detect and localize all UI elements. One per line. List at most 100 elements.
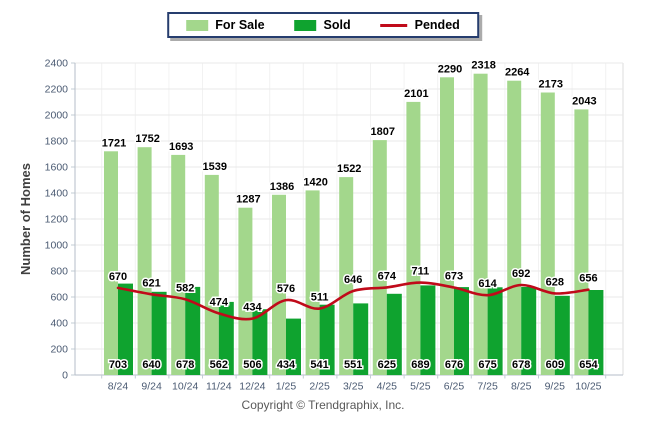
label-sold-4/25: 625 <box>378 359 396 371</box>
bar-for-sale-1/25 <box>272 194 286 375</box>
bar-sold-6/25 <box>454 287 469 375</box>
bar-sold-3/25 <box>353 303 369 375</box>
label-pended-8/24: 670 <box>109 271 127 283</box>
label-sold-11/24: 562 <box>210 359 228 371</box>
y-tick-label: 800 <box>50 266 68 278</box>
legend: For Sale Sold Pended <box>167 12 479 38</box>
label-for-sale-8/25: 2264 <box>505 67 530 79</box>
label-sold-6/25: 676 <box>445 359 463 371</box>
y-tick-label: 1400 <box>45 188 69 200</box>
y-tick-label: 600 <box>50 292 68 304</box>
x-tick-label-9/25: 9/25 <box>545 381 566 393</box>
legend-label-sold: Sold <box>323 18 351 32</box>
x-tick-label-8/25: 8/25 <box>511 381 532 393</box>
label-pended-3/25: 646 <box>344 274 362 286</box>
y-tick-label: 1200 <box>45 214 69 226</box>
label-pended-7/25: 614 <box>478 278 497 290</box>
bar-sold-10/24 <box>185 286 201 375</box>
label-for-sale-5/25: 2101 <box>404 88 428 100</box>
x-tick-label-4/25: 4/25 <box>377 381 398 393</box>
bar-sold-2/25 <box>319 304 335 375</box>
label-pended-1/25: 576 <box>277 283 295 295</box>
label-pended-4/25: 674 <box>378 270 397 282</box>
y-tick-label: 2000 <box>45 110 69 122</box>
label-sold-10/25: 654 <box>579 359 598 371</box>
y-tick-label: 200 <box>50 344 68 356</box>
bar-for-sale-9/25 <box>540 92 555 375</box>
label-for-sale-6/25: 2290 <box>438 63 462 75</box>
label-sold-3/25: 551 <box>344 359 362 371</box>
bar-for-sale-8/25 <box>507 80 522 375</box>
y-tick-label: 1600 <box>45 162 69 174</box>
label-pended-2/25: 511 <box>311 292 329 304</box>
label-pended-10/24: 582 <box>176 282 194 294</box>
bar-for-sale-9/24 <box>137 147 152 375</box>
bar-for-sale-12/24 <box>238 207 253 375</box>
label-pended-8/25: 692 <box>512 268 530 280</box>
label-pended-6/25: 673 <box>445 271 463 283</box>
y-tick-label: 1000 <box>45 240 69 252</box>
x-tick-label-5/25: 5/25 <box>410 381 431 393</box>
label-for-sale-8/24: 1721 <box>102 137 126 149</box>
x-tick-label-11/24: 11/24 <box>206 381 232 393</box>
x-tick-label-7/25: 7/25 <box>477 381 498 393</box>
x-tick-label-10/25: 10/25 <box>575 381 601 393</box>
bar-for-sale-5/25 <box>406 101 421 376</box>
label-for-sale-4/25: 1807 <box>371 126 395 138</box>
sold-swatch-icon <box>294 19 317 31</box>
legend-item-pended: Pended <box>380 18 460 32</box>
label-for-sale-2/25: 1420 <box>303 176 327 188</box>
y-axis-title: Number of Homes <box>18 163 33 275</box>
label-sold-9/24: 640 <box>142 359 160 371</box>
legend-item-sold: Sold <box>294 18 351 32</box>
label-for-sale-1/25: 1386 <box>270 181 294 193</box>
pended-line-icon <box>380 23 408 27</box>
label-for-sale-7/25: 2318 <box>471 60 495 72</box>
label-for-sale-9/25: 2173 <box>539 79 563 91</box>
bar-for-sale-8/24 <box>104 151 118 375</box>
copyright-text: Copyright © Trendgraphix, Inc. <box>241 398 405 412</box>
label-for-sale-10/25: 2043 <box>572 95 596 107</box>
bar-for-sale-10/24 <box>171 154 186 375</box>
bar-for-sale-4/25 <box>372 140 387 375</box>
legend-label-pended: Pended <box>414 18 460 32</box>
label-sold-5/25: 689 <box>411 359 429 371</box>
y-tick-label: 2400 <box>45 58 69 70</box>
bar-for-sale-10/25 <box>574 109 589 376</box>
bar-sold-1/25 <box>286 318 301 375</box>
label-for-sale-9/24: 1752 <box>135 133 159 145</box>
label-sold-12/24: 506 <box>243 359 261 371</box>
x-tick-label-9/24: 9/24 <box>141 381 162 393</box>
label-for-sale-10/24: 1693 <box>169 141 193 153</box>
x-tick-label-10/24: 10/24 <box>172 381 198 393</box>
x-tick-label-1/25: 1/25 <box>276 381 297 393</box>
label-pended-9/25: 628 <box>546 276 564 288</box>
y-tick-label: 2200 <box>45 84 69 96</box>
bar-for-sale-7/25 <box>473 73 488 375</box>
bar-for-sale-2/25 <box>305 190 320 375</box>
x-tick-label-8/24: 8/24 <box>108 381 129 393</box>
bar-sold-8/24 <box>118 283 133 375</box>
label-for-sale-12/24: 1287 <box>236 194 260 206</box>
x-tick-label-3/25: 3/25 <box>343 381 364 393</box>
bar-sold-9/24 <box>151 291 167 375</box>
bar-sold-11/24 <box>218 301 234 375</box>
label-sold-7/25: 675 <box>478 359 496 371</box>
label-sold-9/25: 609 <box>546 359 564 371</box>
legend-item-for-sale: For Sale <box>186 18 265 32</box>
label-sold-2/25: 541 <box>310 359 328 371</box>
label-for-sale-3/25: 1522 <box>337 163 361 175</box>
label-pended-11/24: 474 <box>210 296 229 308</box>
label-pended-9/24: 621 <box>142 277 160 289</box>
homes-bar-line-chart: 0 200 400 600 800 1000 1200 1400 1600 1800 2000 220… <box>18 58 624 393</box>
x-tick-label-6/25: 6/25 <box>444 381 465 393</box>
bar-sold-7/25 <box>487 287 503 376</box>
label-pended-10/25: 656 <box>579 273 597 285</box>
bar-sold-4/25 <box>386 293 402 376</box>
bar-sold-5/25 <box>420 285 436 375</box>
pended-line <box>116 281 590 321</box>
bar-sold-9/25 <box>554 295 570 375</box>
bar-sold-10/25 <box>588 290 604 375</box>
bar-sold-12/24 <box>252 309 268 375</box>
